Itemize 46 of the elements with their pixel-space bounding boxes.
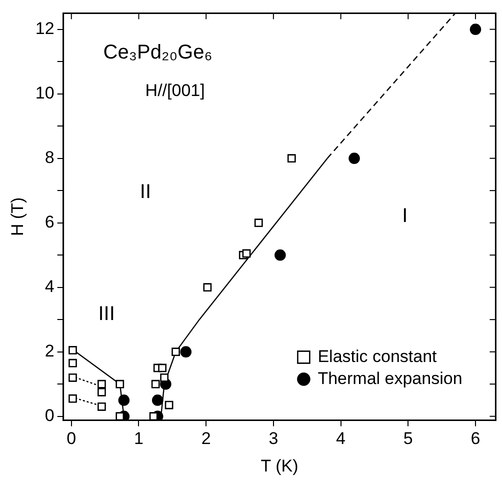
point xyxy=(151,380,160,388)
point xyxy=(470,24,482,35)
y-tick-label: 6 xyxy=(44,212,54,232)
y-tick-label: 10 xyxy=(35,84,54,103)
point xyxy=(242,249,251,258)
point xyxy=(118,394,130,406)
y-tick-label: 8 xyxy=(44,148,54,168)
y-axis-title: H (T) xyxy=(8,197,27,236)
x-tick-label: 4 xyxy=(336,429,346,448)
point xyxy=(348,152,360,164)
x-tick-label: 6 xyxy=(470,429,480,448)
point xyxy=(160,373,169,382)
y-tick-label: 0 xyxy=(44,406,54,426)
x-axis-title: T (K) xyxy=(260,456,298,476)
x-tick-label: 2 xyxy=(201,429,211,448)
x-tick-label: 0 xyxy=(66,429,76,448)
point xyxy=(98,402,106,411)
x-tick-label: 3 xyxy=(268,429,278,448)
point xyxy=(203,283,212,292)
text: H//[001] xyxy=(145,80,205,100)
point xyxy=(98,380,106,388)
y-tick-label: 2 xyxy=(44,342,54,361)
point xyxy=(98,388,106,396)
annotation: III xyxy=(98,302,115,325)
point xyxy=(152,394,164,406)
x-tick-label: 1 xyxy=(134,429,144,448)
point xyxy=(68,394,77,403)
point xyxy=(68,373,77,382)
point xyxy=(172,348,180,356)
point xyxy=(287,154,296,163)
point xyxy=(274,249,286,261)
annotation: I xyxy=(402,205,408,228)
point xyxy=(180,346,192,358)
legend-label: Thermal expansion xyxy=(318,368,462,388)
point xyxy=(68,358,77,368)
point xyxy=(68,346,77,354)
legend-label: Elastic constant xyxy=(318,346,438,366)
x-tick-label: 5 xyxy=(403,429,413,448)
y-tick-label: 4 xyxy=(44,277,54,296)
point xyxy=(254,218,263,228)
point xyxy=(158,364,166,372)
y-tick-label: 12 xyxy=(35,19,54,38)
point xyxy=(164,400,174,410)
point xyxy=(116,380,124,388)
text: Ce₃Pd₂₀Ge₆ xyxy=(103,42,212,64)
annotation: II xyxy=(140,180,152,203)
